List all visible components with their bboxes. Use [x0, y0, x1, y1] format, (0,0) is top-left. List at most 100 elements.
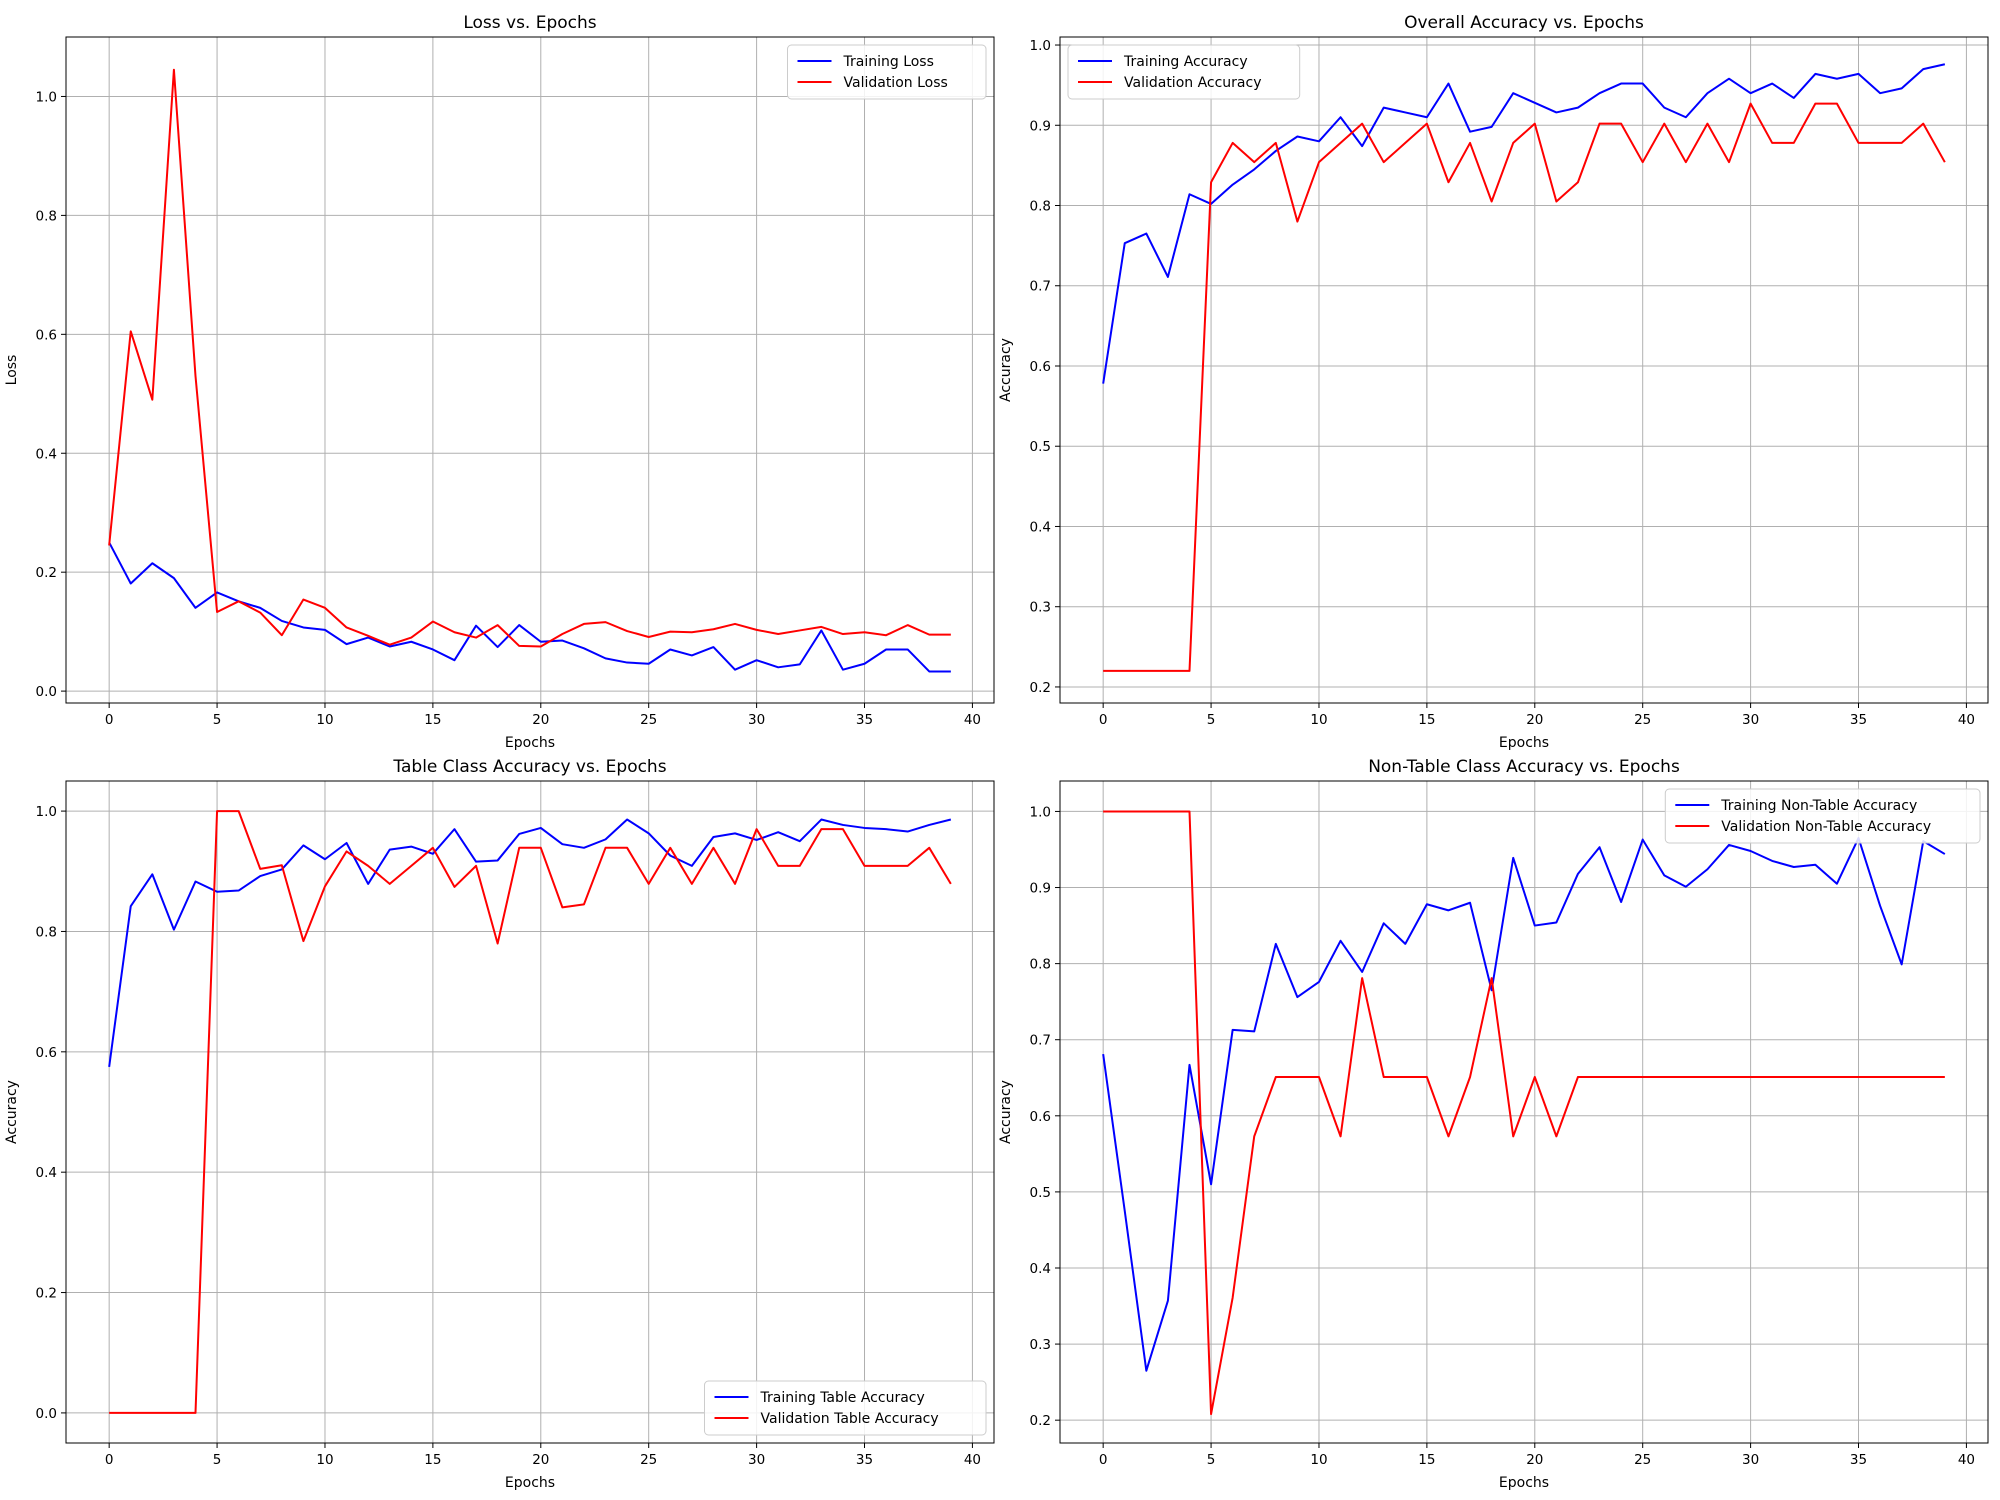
x-tick-label: 5	[213, 1452, 222, 1468]
x-tick-label: 10	[316, 1452, 333, 1468]
y-tick-label: 1.0	[1030, 804, 1051, 820]
y-axis-label: Accuracy	[4, 1080, 20, 1144]
chart-title: Non-Table Class Accuracy vs. Epochs	[1368, 757, 1680, 777]
x-tick-label: 15	[424, 712, 441, 728]
y-axis-label: Accuracy	[998, 338, 1014, 402]
y-tick-label: 0.8	[36, 924, 57, 940]
y-axis-label: Accuracy	[998, 1080, 1014, 1144]
y-tick-label: 0.4	[36, 1165, 57, 1181]
x-tick-label: 20	[532, 1452, 549, 1468]
y-tick-label: 0.7	[1030, 1033, 1051, 1049]
y-tick-label: 1.0	[36, 804, 57, 820]
y-tick-label: 0.7	[1030, 279, 1051, 295]
x-tick-label: 25	[1634, 712, 1651, 728]
x-tick-label: 35	[856, 712, 873, 728]
legend-entry: Training Accuracy	[1123, 54, 1248, 70]
x-tick-label: 0	[1099, 1452, 1108, 1468]
legend: Training Table Accuracy Validation Table …	[704, 1380, 987, 1436]
y-tick-label: 0.0	[36, 1406, 57, 1422]
x-tick-label: 0	[105, 712, 114, 728]
x-axis-label: Epochs	[1499, 735, 1549, 751]
x-tick-label: 0	[105, 1452, 114, 1468]
x-axis-label: Epochs	[1499, 1475, 1549, 1491]
x-tick-label: 0	[1099, 712, 1108, 728]
chart-panel-4: 0 5 10 15 20 25 30 35 40 0.2 0.3 0.4 0.5 0.6 0.7 0.8 0.9…	[998, 757, 1989, 1491]
series-line-validation-table-accuracy	[109, 810, 952, 1414]
chart-title: Table Class Accuracy vs. Epochs	[392, 757, 666, 777]
x-tick-label: 25	[640, 1452, 657, 1468]
x-tick-label: 15	[424, 1452, 441, 1468]
y-tick-label: 0.2	[36, 1286, 57, 1302]
y-tick-label: 0.3	[1030, 1337, 1051, 1353]
y-tick-label: 0.6	[1030, 1109, 1051, 1125]
axes-frame	[1059, 36, 1989, 704]
x-tick-label: 10	[1310, 1452, 1327, 1468]
y-tick-label: 0.4	[36, 446, 57, 462]
grid	[66, 37, 994, 703]
y-tick-label: 0.6	[1030, 359, 1051, 375]
x-tick-label: 40	[1958, 1452, 1975, 1468]
y-tick-label: 0.2	[1030, 680, 1051, 696]
legend-entry: Training Loss	[843, 54, 934, 70]
y-tick-label: 0.8	[1030, 957, 1051, 973]
x-tick-label: 35	[856, 1452, 873, 1468]
series-line-validation-accuracy	[1103, 102, 1946, 672]
series-line-training-loss	[108, 541, 951, 673]
y-tick-label: 0.8	[36, 208, 57, 224]
x-tick-label: 20	[1526, 1452, 1543, 1468]
x-tick-label: 40	[964, 1452, 981, 1468]
chart-title: Loss vs. Epochs	[463, 13, 596, 33]
series-line-training-non-table-accuracy	[1102, 837, 1946, 1372]
series-line-training-accuracy	[1102, 63, 1946, 384]
axes-frame	[65, 780, 995, 1444]
x-axis-label: Epochs	[505, 735, 555, 751]
y-tick-label: 0.5	[1030, 439, 1051, 455]
x-tick-label: 5	[1207, 1452, 1216, 1468]
legend-entry: Training Table Accuracy	[760, 1390, 925, 1406]
x-tick-label: 25	[640, 712, 657, 728]
y-tick-label: 1.0	[36, 89, 57, 105]
x-tick-label: 40	[964, 712, 981, 728]
chart-panel-3: 0 5 10 15 20 25 30 35 40 0.0 0.2 0.4 0.6 0.8 1.0 Table …	[4, 757, 995, 1491]
x-tick-label: 20	[1526, 712, 1543, 728]
legend: Training Accuracy Validation Accuracy	[1067, 44, 1301, 100]
legend-box	[1067, 44, 1301, 100]
legend-entry: Validation Non-Table Accuracy	[1721, 819, 1931, 835]
x-tick-label: 30	[748, 712, 765, 728]
y-tick-label: 0.5	[1030, 1185, 1051, 1201]
y-tick-label: 0.8	[1030, 199, 1051, 215]
x-tick-label: 35	[1850, 712, 1867, 728]
legend-box	[1664, 788, 1981, 844]
x-tick-label: 35	[1850, 1452, 1867, 1468]
y-axis-label: Loss	[4, 355, 20, 386]
x-tick-label: 10	[316, 712, 333, 728]
y-tick-label: 0.6	[36, 327, 57, 343]
x-tick-label: 15	[1418, 712, 1435, 728]
series-line-validation-non-table-accuracy	[1103, 810, 1945, 1416]
x-tick-label: 15	[1418, 1452, 1435, 1468]
grid	[1060, 781, 1988, 1443]
y-tick-label: 0.4	[1030, 519, 1051, 535]
x-tick-label: 30	[1742, 1452, 1759, 1468]
grid	[66, 781, 994, 1443]
x-tick-label: 20	[532, 712, 549, 728]
chart-panel-1: 0 5 10 15 20 25 30 35 40 0.0 0.2 0.4 0.6 0.8 1.0 Loss v…	[4, 13, 995, 751]
x-tick-label: 5	[1207, 712, 1216, 728]
legend-box	[787, 44, 987, 100]
chart-panel-2: 0 5 10 15 20 25 30 35 40 0.2 0.3 0.4 0.5 0.6 0.7 0.8 0.9…	[998, 13, 1989, 751]
chart-title: Overall Accuracy vs. Epochs	[1404, 13, 1644, 33]
y-tick-label: 0.6	[36, 1045, 57, 1061]
x-tick-label: 25	[1634, 1452, 1651, 1468]
legend: Training Non-Table Accuracy Validation No…	[1664, 788, 1981, 844]
y-tick-label: 0.4	[1030, 1261, 1051, 1277]
legend-entry: Validation Loss	[844, 75, 948, 91]
axes-frame	[1059, 780, 1989, 1444]
grid	[1060, 37, 1988, 703]
legend-entry: Validation Table Accuracy	[761, 1411, 939, 1427]
y-tick-label: 0.2	[36, 565, 57, 581]
x-axis-label: Epochs	[505, 1475, 555, 1491]
x-tick-label: 30	[748, 1452, 765, 1468]
axes-frame	[65, 36, 995, 704]
y-tick-label: 0.9	[1030, 881, 1051, 897]
